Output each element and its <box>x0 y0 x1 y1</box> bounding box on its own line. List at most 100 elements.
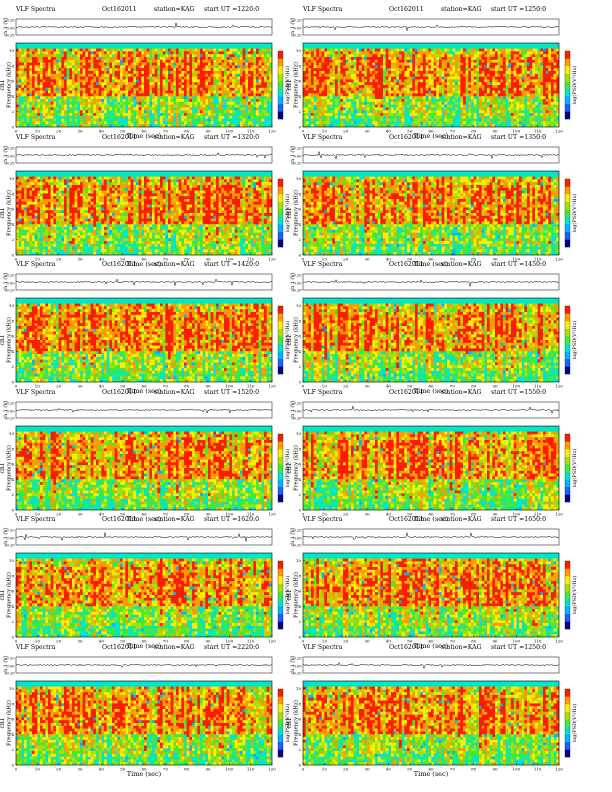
spectrogram-cell <box>269 96 273 100</box>
spectrogram-cell <box>141 115 145 119</box>
spectrogram-cell <box>208 62 211 66</box>
spectrogram-cell <box>548 104 552 108</box>
spectrogram-cell <box>208 124 211 128</box>
spectrogram-cell <box>242 121 246 125</box>
spectrogram-cell <box>136 104 139 108</box>
spectrogram-cell <box>152 87 155 91</box>
spectrogram-cell <box>29 124 33 128</box>
spectrogram-cell <box>441 62 445 66</box>
spectrogram-cell <box>72 71 75 74</box>
spectrogram-cell <box>258 82 262 86</box>
spectrogram-cell <box>529 65 533 69</box>
spectrogram-cell <box>311 71 314 74</box>
spectrogram-cell <box>109 62 113 66</box>
spectrogram-cell <box>136 101 139 105</box>
spectrogram-cell <box>433 73 437 77</box>
spectrogram-cell <box>423 110 426 114</box>
spectrogram-cell <box>42 87 46 91</box>
spectrogram-cell <box>417 54 421 58</box>
spectrogram-cell <box>176 93 179 97</box>
spectrogram-cell <box>420 54 424 58</box>
spectrogram-cell <box>311 96 314 100</box>
panel-date: Oct162011 <box>102 133 137 142</box>
spectrogram-cell <box>194 93 198 97</box>
spectrogram-cell <box>404 65 408 69</box>
spectrogram-cell <box>353 62 357 66</box>
spectrogram-cell <box>104 76 107 80</box>
spectrogram-cell <box>109 104 113 108</box>
spectrogram-cell <box>237 99 241 102</box>
spectrogram-cell <box>337 62 341 66</box>
spectrogram-cell <box>136 51 139 55</box>
spectrogram-cell <box>26 107 30 111</box>
spectrogram-cell <box>58 48 62 52</box>
spectrogram-cell <box>436 124 440 128</box>
spectrogram-cell <box>128 101 131 105</box>
spectrogram-cell <box>551 82 554 86</box>
spectrogram-cell <box>32 87 35 91</box>
spectrogram-cell <box>508 107 512 111</box>
spectrogram-cell <box>72 93 75 97</box>
spectrogram-cell <box>53 76 57 80</box>
spectrogram-cell <box>311 113 314 116</box>
spectrogram-cell <box>141 121 145 125</box>
spectrogram-cell <box>313 107 317 111</box>
spectrogram-cell <box>353 85 357 88</box>
spectrogram-cell <box>258 68 262 72</box>
spectrogram-cell <box>508 65 512 69</box>
spectrogram-cell <box>543 90 546 94</box>
spectrogram-cell <box>21 118 25 122</box>
spectrogram-cell <box>455 76 458 80</box>
spectrogram-cell <box>109 76 113 80</box>
spectrogram-cell <box>106 124 110 128</box>
spectrogram-cell <box>359 101 362 105</box>
spectrogram-cell <box>208 71 211 74</box>
spectrogram-cell <box>88 107 91 111</box>
x-axis-label: Time (sec) <box>414 132 449 140</box>
spectrogram-cell <box>385 118 389 122</box>
spectrogram-cell <box>170 68 174 72</box>
spectrogram-cell <box>439 104 442 108</box>
spectrogram-cell <box>348 96 352 100</box>
spectrogram-cell <box>122 96 126 100</box>
spectrogram-cell <box>202 51 206 55</box>
spectrogram-cell <box>441 87 445 91</box>
spectrogram-cell <box>152 51 155 55</box>
spectrogram-cell <box>308 96 312 100</box>
spectrogram-cell <box>380 51 384 55</box>
spectrogram-cell <box>500 110 504 114</box>
spectrogram-cell <box>245 62 249 66</box>
spectrogram-cell <box>487 104 490 108</box>
spectrogram-cell <box>361 85 365 88</box>
spectrogram-cell <box>431 107 434 111</box>
spectrogram-cell <box>335 115 338 119</box>
spectrogram-cell <box>96 99 99 102</box>
spectrogram-cell <box>508 48 512 52</box>
spectrogram-cell <box>415 118 418 122</box>
spectrogram-cell <box>258 99 262 102</box>
spectrogram-cell <box>176 99 179 102</box>
spectrogram-cell <box>256 93 259 97</box>
spectrogram-cell <box>380 76 384 80</box>
spectrogram-cell <box>519 124 522 128</box>
spectrogram-cell <box>133 115 137 119</box>
spectrogram-cell <box>420 68 424 72</box>
spectrogram-cell <box>109 73 113 77</box>
spectrogram-cell <box>256 79 259 83</box>
spectrogram-cell <box>50 107 54 111</box>
spectrogram-cell <box>34 90 38 94</box>
spectrogram-cell <box>383 51 386 55</box>
spectrogram-cell <box>184 82 187 86</box>
spectrogram-cell <box>184 87 187 91</box>
spectrogram-cell <box>343 87 346 91</box>
spectrogram-cell <box>261 65 265 69</box>
spectrogram-cell <box>160 107 163 111</box>
spectrogram-cell <box>351 65 354 69</box>
spectrogram-cell <box>399 107 402 111</box>
spectrogram-cell <box>200 71 203 74</box>
spectrogram-cell <box>444 62 448 66</box>
spectrogram-cell <box>316 59 320 63</box>
spectrogram-cell <box>417 76 421 80</box>
spectrogram-cell <box>96 110 99 114</box>
spectrogram-cell <box>125 82 129 86</box>
